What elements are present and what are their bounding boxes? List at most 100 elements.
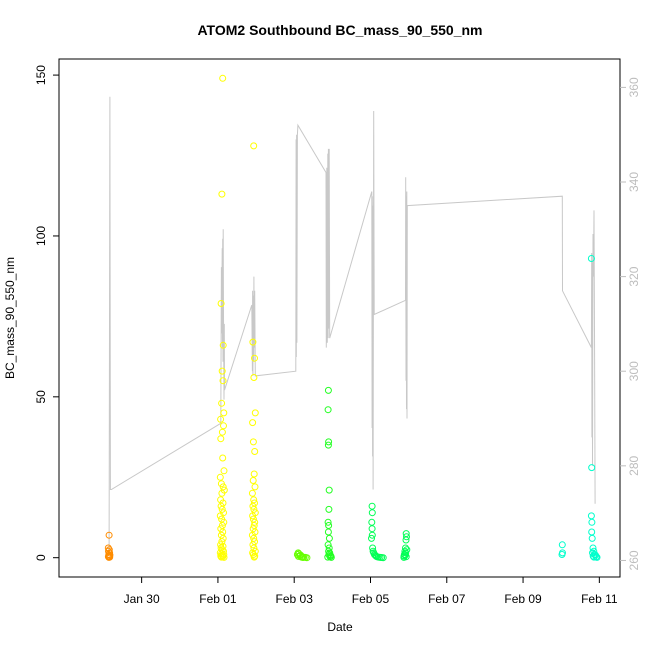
data-point xyxy=(251,448,259,455)
x-tick-label: Feb 05 xyxy=(352,592,390,606)
x-axis-label: Date xyxy=(327,620,353,634)
data-point xyxy=(403,533,410,541)
data-point xyxy=(218,428,226,436)
data-point xyxy=(325,505,333,513)
data-point xyxy=(588,464,596,472)
data-point xyxy=(250,505,258,513)
data-point xyxy=(220,467,228,475)
data-point xyxy=(219,454,227,462)
data-point xyxy=(588,534,596,542)
data-point xyxy=(219,377,227,385)
y-tick-label: 0 xyxy=(34,554,48,561)
data-point xyxy=(249,477,257,484)
data-point xyxy=(369,544,377,552)
data-point xyxy=(325,486,333,494)
data-point xyxy=(216,473,224,481)
data-point xyxy=(220,553,228,561)
data-point xyxy=(250,374,258,381)
y-axis-left: 0 50 100 150 xyxy=(34,65,59,561)
x-tick-label: Jan 30 xyxy=(124,592,160,606)
y2-tick-label: 260 xyxy=(627,550,641,570)
y-axis-right: 260 280 300 320 340 360 xyxy=(620,77,641,570)
secondary-series-line xyxy=(108,96,596,552)
data-point xyxy=(219,542,227,550)
data-point xyxy=(105,531,113,539)
data-point xyxy=(590,553,598,561)
data-point xyxy=(294,552,302,560)
data-point xyxy=(218,399,226,407)
x-tick-label: Feb 07 xyxy=(428,592,466,606)
data-point xyxy=(303,554,311,562)
data-point xyxy=(324,553,332,561)
data-point xyxy=(325,438,333,446)
data-point xyxy=(325,534,333,542)
data-point xyxy=(368,534,375,542)
data-point xyxy=(249,512,257,520)
data-point xyxy=(593,553,601,561)
data-point xyxy=(249,438,257,446)
data-point xyxy=(249,525,257,533)
data-point xyxy=(368,509,376,517)
data-point xyxy=(218,367,226,375)
data-point xyxy=(249,419,257,427)
data-point xyxy=(558,541,566,549)
data-point xyxy=(251,483,259,491)
data-point xyxy=(251,409,259,417)
data-point xyxy=(251,354,258,362)
data-point xyxy=(588,518,596,526)
data-point xyxy=(217,553,225,561)
data-point xyxy=(219,74,227,82)
data-point xyxy=(299,554,307,561)
plot-frame xyxy=(58,58,621,578)
data-point xyxy=(218,505,226,513)
data-point xyxy=(216,512,224,520)
data-point xyxy=(250,553,258,561)
y-axis-label: BC_mass_90_550_nm xyxy=(3,257,17,379)
data-point xyxy=(250,544,258,552)
y-tick-label: 150 xyxy=(34,65,48,85)
x-tick-label: Feb 03 xyxy=(276,592,314,606)
x-axis: Jan 30 Feb 01 Feb 03 Feb 05 Feb 07 Feb 09 Feb … xyxy=(124,577,618,606)
y2-tick-label: 360 xyxy=(627,77,641,97)
data-point xyxy=(217,300,225,307)
data-point xyxy=(587,255,595,262)
data-point xyxy=(324,386,332,394)
x-tick-label: Feb 09 xyxy=(504,592,542,606)
data-point xyxy=(368,525,376,533)
data-point xyxy=(325,522,333,529)
y2-tick-label: 320 xyxy=(627,266,641,286)
data-point xyxy=(368,502,376,510)
data-point xyxy=(558,551,566,558)
data-point xyxy=(217,415,225,423)
points-layer xyxy=(104,74,601,562)
data-point xyxy=(248,531,256,539)
data-point xyxy=(219,534,227,542)
data-point xyxy=(220,518,228,526)
x-tick-label: Feb 11 xyxy=(581,592,618,606)
data-point xyxy=(324,406,332,414)
y-tick-label: 100 xyxy=(34,226,48,246)
data-point xyxy=(324,528,332,536)
data-point xyxy=(104,544,112,552)
data-point xyxy=(217,435,225,443)
data-point xyxy=(249,541,257,549)
data-point xyxy=(218,190,226,198)
x-tick-label: Feb 01 xyxy=(199,592,237,606)
data-point xyxy=(248,489,256,497)
data-point xyxy=(220,409,228,417)
y2-tick-label: 340 xyxy=(627,172,641,192)
data-point xyxy=(220,422,227,430)
data-point xyxy=(219,341,227,349)
data-point xyxy=(402,544,409,552)
data-point xyxy=(589,544,597,552)
data-point xyxy=(402,536,410,544)
data-point xyxy=(249,502,257,510)
data-point xyxy=(400,553,408,561)
data-point xyxy=(219,483,227,491)
data-point xyxy=(589,552,597,560)
data-point xyxy=(368,531,376,539)
data-point xyxy=(324,518,332,526)
data-point xyxy=(249,338,257,346)
data-point xyxy=(250,470,258,478)
